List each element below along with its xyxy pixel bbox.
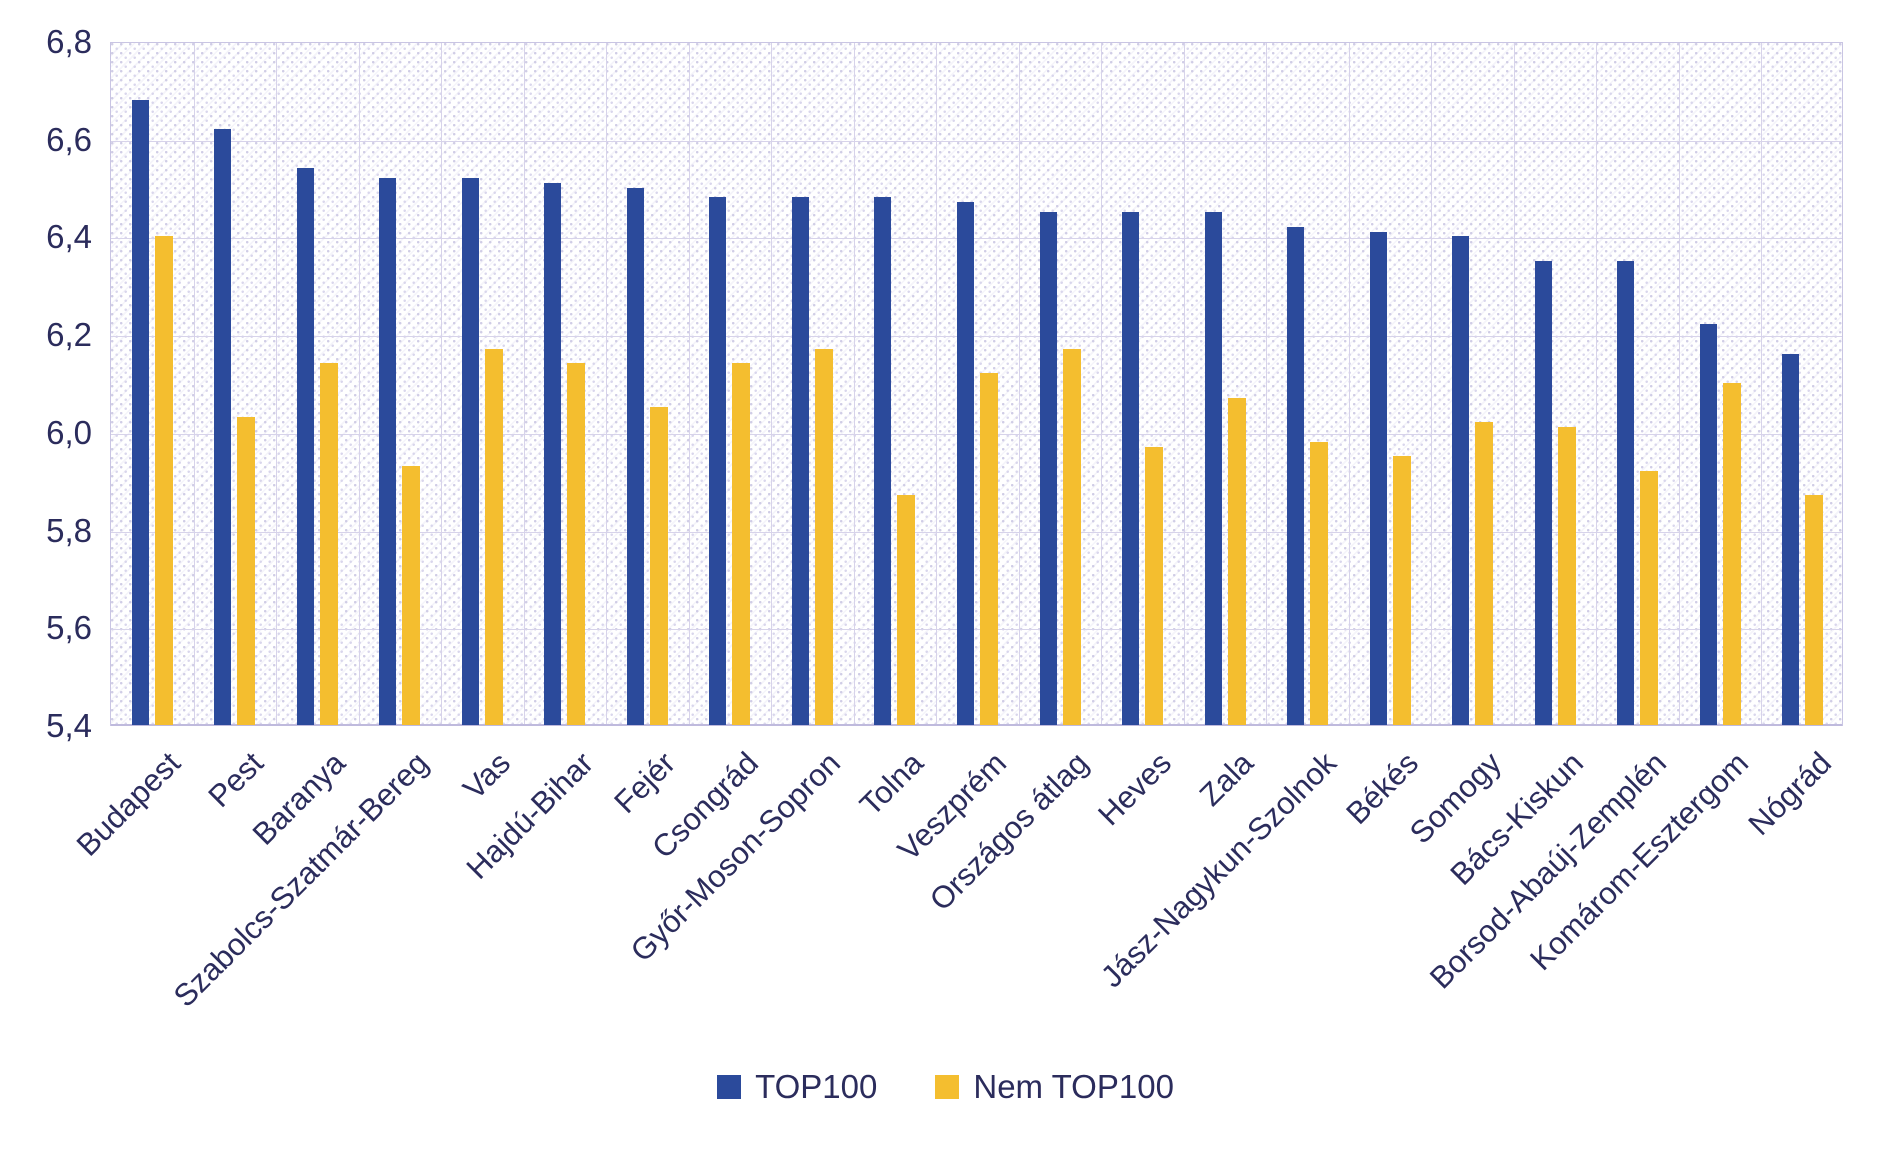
top100-bar: [709, 197, 726, 725]
v-gridline: [936, 43, 937, 725]
top100-bar: [1205, 212, 1222, 725]
top100-bar: [1370, 232, 1387, 725]
x-axis: Budapest Pest Baranya Szabolcs-Szatmár-Bere…: [70, 726, 1843, 1076]
nem-top100-bar: [1558, 427, 1576, 725]
nem-top100-bar: [1145, 447, 1163, 725]
y-axis-tick-label: 5,8: [46, 511, 92, 549]
v-gridline: [194, 43, 195, 725]
nem-top100-bar: [815, 349, 833, 725]
h-gridline: [111, 532, 1842, 533]
top100-bar: [792, 197, 809, 725]
nem-top100-bar: [485, 349, 503, 725]
v-gridline: [1596, 43, 1597, 725]
top100-bar: [1782, 354, 1799, 725]
h-gridline: [111, 336, 1842, 337]
y-axis-tick-label: 5,6: [46, 609, 92, 647]
v-gridline: [1761, 43, 1762, 725]
top100-bar: [1700, 324, 1717, 725]
h-gridline: [111, 141, 1842, 142]
h-gridline: [111, 238, 1842, 239]
nem-top100-bar: [1310, 442, 1328, 725]
h-gridline: [111, 434, 1842, 435]
legend-label-nem-top100: Nem TOP100: [973, 1068, 1174, 1105]
legend: TOP100 Nem TOP100: [0, 1068, 1891, 1106]
top100-bar: [1617, 261, 1634, 725]
top100-bar: [627, 188, 644, 725]
top100-bar: [379, 178, 396, 725]
top100-bar: [1122, 212, 1139, 725]
v-gridline: [854, 43, 855, 725]
top100-bar: [957, 202, 974, 725]
v-gridline: [1349, 43, 1350, 725]
v-gridline: [359, 43, 360, 725]
nem-top100-bar: [732, 363, 750, 725]
y-axis-tick-label: 6,4: [46, 218, 92, 256]
nem-top100-bar: [1805, 495, 1823, 725]
nem-top100-bar: [1640, 471, 1658, 725]
legend-item-nem-top100: Nem TOP100: [935, 1068, 1174, 1106]
nem-top100-bar: [320, 363, 338, 725]
nem-top100-bar: [897, 495, 915, 725]
v-gridline: [771, 43, 772, 725]
chart-plot-area: [110, 42, 1843, 726]
v-gridline: [689, 43, 690, 725]
v-gridline: [1431, 43, 1432, 725]
nem-top100-bar: [402, 466, 420, 725]
legend-item-top100: TOP100: [717, 1068, 877, 1106]
top100-bar: [297, 168, 314, 725]
top100-bar: [462, 178, 479, 725]
top100-swatch-icon: [717, 1075, 742, 1099]
v-gridline: [1101, 43, 1102, 725]
y-axis-tick-label: 5,4: [46, 707, 92, 744]
v-gridline: [441, 43, 442, 725]
top100-bar: [874, 197, 891, 725]
top100-bar: [1040, 212, 1057, 725]
nem-top100-bar: [1475, 422, 1493, 725]
y-axis-tick-label: 6,2: [46, 316, 92, 354]
top100-bar: [1535, 261, 1552, 725]
nem-top100-swatch-icon: [935, 1075, 960, 1099]
y-axis-tick-label: 6,8: [46, 23, 92, 60]
top100-bar: [1452, 236, 1469, 725]
v-gridline: [1679, 43, 1680, 725]
x-axis-line: [111, 724, 1842, 726]
v-gridline: [1266, 43, 1267, 725]
v-gridline: [276, 43, 277, 725]
nem-top100-bar: [237, 417, 255, 725]
top100-bar: [1287, 227, 1304, 725]
top100-bar: [544, 183, 561, 725]
legend-label-top100: TOP100: [755, 1068, 878, 1105]
top100-bar: [132, 100, 149, 725]
v-gridline: [606, 43, 607, 725]
v-gridline: [1514, 43, 1515, 725]
h-gridline: [111, 629, 1842, 630]
nem-top100-bar: [1228, 398, 1246, 725]
y-axis-tick-label: 6,0: [46, 413, 92, 451]
top100-bar: [214, 129, 231, 725]
nem-top100-bar: [1723, 383, 1741, 725]
nem-top100-bar: [567, 363, 585, 725]
nem-top100-bar: [1393, 456, 1411, 725]
nem-top100-bar: [1063, 349, 1081, 725]
nem-top100-bar: [980, 373, 998, 725]
nem-top100-bar: [650, 407, 668, 725]
v-gridline: [1019, 43, 1020, 725]
v-gridline: [1184, 43, 1185, 725]
y-axis-tick-label: 6,6: [46, 120, 92, 158]
nem-top100-bar: [155, 236, 173, 725]
v-gridline: [524, 43, 525, 725]
